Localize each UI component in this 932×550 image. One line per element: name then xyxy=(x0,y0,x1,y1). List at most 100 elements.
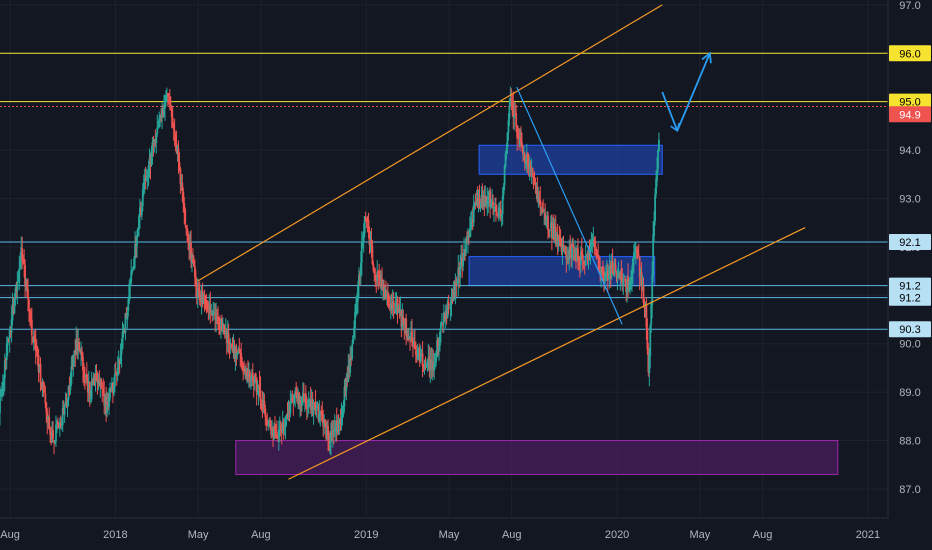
candle xyxy=(278,416,281,442)
candle-body xyxy=(555,232,558,246)
candle-body xyxy=(492,201,494,209)
candle xyxy=(113,363,116,393)
falling-trendline[interactable] xyxy=(516,86,623,325)
candle-body xyxy=(489,190,492,207)
candle-body xyxy=(93,375,96,382)
candle-body xyxy=(61,408,64,426)
candle xyxy=(656,157,658,187)
candle xyxy=(371,239,374,266)
time-axis[interactable] xyxy=(0,518,888,550)
price-tag[interactable]: 91.2 xyxy=(889,277,931,294)
candle xyxy=(214,303,217,332)
price-tag[interactable]: 96.0 xyxy=(889,45,931,62)
price-tag[interactable]: 95.0 xyxy=(889,93,931,110)
candle-body xyxy=(183,203,186,211)
candle xyxy=(192,247,194,264)
candle xyxy=(607,266,610,280)
candle-body xyxy=(319,413,322,415)
candle-body xyxy=(157,125,160,127)
candle xyxy=(482,190,485,210)
candle xyxy=(261,391,264,418)
candle xyxy=(165,90,167,108)
candle xyxy=(445,304,448,325)
candle xyxy=(423,359,426,375)
candle-body xyxy=(373,270,376,274)
candle-body xyxy=(89,397,92,399)
candle xyxy=(389,294,392,320)
candle-body xyxy=(328,437,330,445)
candle-body xyxy=(390,303,393,310)
candle-body xyxy=(42,381,45,390)
candle xyxy=(229,338,232,354)
candle xyxy=(136,229,138,258)
candle-body xyxy=(203,295,206,301)
candle xyxy=(58,417,61,437)
candle-body xyxy=(123,331,126,333)
candle xyxy=(654,187,656,226)
candle-body xyxy=(597,255,600,258)
candle-body xyxy=(155,134,158,144)
candle-body xyxy=(215,315,218,321)
candle-body xyxy=(388,304,391,308)
candle xyxy=(590,232,593,252)
candle xyxy=(183,196,186,224)
y-tick-label: 88.0 xyxy=(899,436,920,448)
candle xyxy=(539,186,542,217)
candle xyxy=(166,92,169,107)
candle-body xyxy=(193,261,195,267)
price-tag[interactable]: 91.2 xyxy=(889,289,931,306)
candle xyxy=(1,374,4,397)
price-tag[interactable]: 92.1 xyxy=(889,234,931,251)
candle-body xyxy=(583,263,586,265)
candle-body xyxy=(519,138,521,147)
channel-upper[interactable] xyxy=(197,4,663,282)
candle xyxy=(291,390,294,403)
candle xyxy=(81,346,83,361)
candle xyxy=(108,388,110,416)
candle xyxy=(443,311,446,322)
candle xyxy=(271,419,273,438)
channel-lower[interactable] xyxy=(288,226,806,480)
candle-body xyxy=(325,423,328,439)
candle-body xyxy=(581,254,584,261)
candle xyxy=(612,271,615,276)
candle xyxy=(497,202,500,222)
candle xyxy=(414,341,417,363)
candle-body xyxy=(229,342,232,346)
price-tag[interactable]: 90.3 xyxy=(889,321,931,338)
candle xyxy=(1,381,3,402)
candle xyxy=(581,248,584,272)
candle xyxy=(503,163,506,190)
candle xyxy=(553,218,556,244)
candle xyxy=(62,400,65,415)
candle-body xyxy=(413,342,416,350)
candle xyxy=(29,308,32,328)
price-axis[interactable] xyxy=(888,0,932,518)
candle xyxy=(61,400,64,432)
candle-body xyxy=(236,352,239,356)
candle-body xyxy=(195,287,198,297)
candle-body xyxy=(207,307,210,309)
candle xyxy=(432,349,435,377)
candle xyxy=(249,376,252,390)
candle-body xyxy=(11,304,14,321)
candle-body xyxy=(323,419,326,426)
candle xyxy=(95,363,98,382)
candle-body xyxy=(497,207,500,216)
price-tag[interactable]: 94.9 xyxy=(889,106,931,123)
candle-body xyxy=(111,382,113,393)
candle xyxy=(166,87,168,103)
candle xyxy=(523,151,526,171)
candle-body xyxy=(483,195,486,207)
candle-body xyxy=(532,173,535,185)
candle-body xyxy=(192,259,194,263)
candle xyxy=(608,254,611,289)
candle xyxy=(53,440,55,455)
candle-body xyxy=(646,327,649,350)
candle xyxy=(624,276,627,287)
candle xyxy=(452,281,455,302)
candle xyxy=(393,308,396,315)
candle xyxy=(132,266,135,271)
candle-body xyxy=(298,392,300,405)
